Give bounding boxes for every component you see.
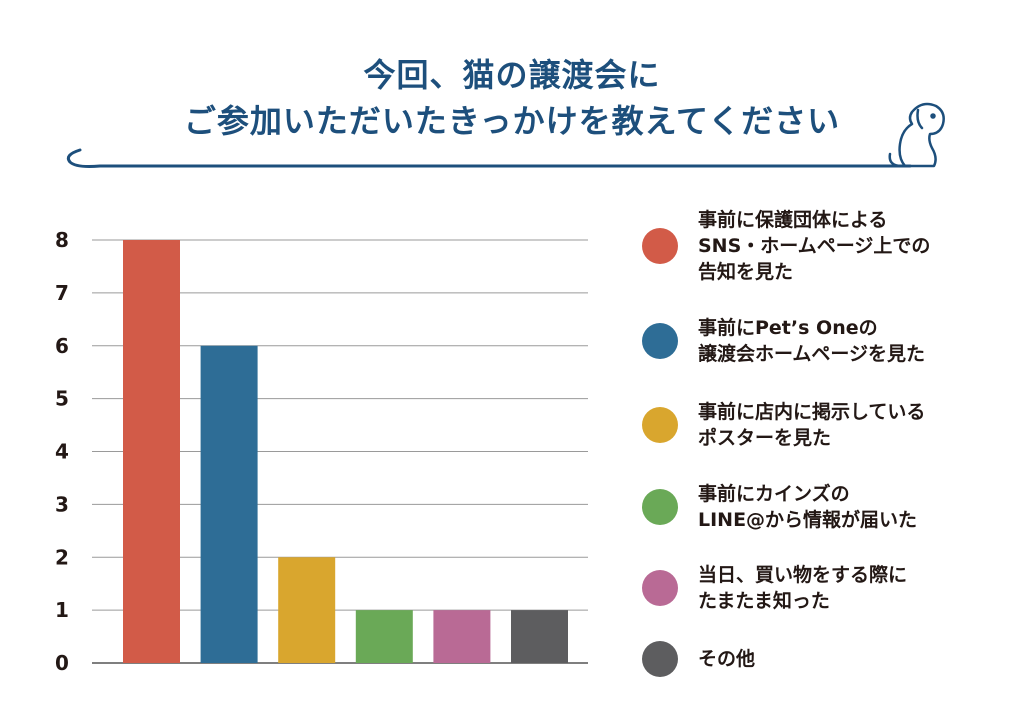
chart-title: 今回、猫の譲渡会に ご参加いただいたきっかけを教えてください <box>0 52 1024 144</box>
legend-swatch <box>642 407 678 443</box>
legend-label: 事前にPet’s Oneの 譲渡会ホームページを見た <box>698 317 926 365</box>
legend-label: 事前に店内に掲示している ポスターを見た <box>698 401 926 449</box>
legend-item: 当日、買い物をする際に たまたま知った <box>642 562 988 614</box>
y-tick-label: 0 <box>55 651 69 675</box>
bar-3 <box>278 557 336 663</box>
legend-label: 事前にカインズの LINE@から情報が届いた <box>698 483 918 531</box>
legend-swatch <box>642 323 678 359</box>
legend-swatch <box>642 228 678 264</box>
legend-item: 事前に店内に掲示している ポスターを見た <box>642 399 988 451</box>
y-tick-label: 5 <box>55 387 69 411</box>
y-tick-label: 8 <box>55 228 69 252</box>
dog-icon <box>888 102 945 168</box>
title-underline <box>66 148 912 168</box>
y-tick-label: 6 <box>55 334 69 358</box>
legend: 事前に保護団体による SNS・ホームページ上での 告知を見た事前にPet’s O… <box>642 0 1002 718</box>
y-axis-ticks: 0 1 2 3 4 5 6 7 8 <box>55 228 69 675</box>
legend-item: その他 <box>642 641 988 677</box>
bars <box>123 240 568 663</box>
bar-5 <box>433 610 491 663</box>
y-tick-label: 1 <box>55 598 69 622</box>
y-tick-label: 4 <box>55 440 69 464</box>
legend-label: 事前に保護団体による SNS・ホームページ上での 告知を見た <box>698 209 931 283</box>
legend-label: その他 <box>698 648 756 670</box>
title-line-1: 今回、猫の譲渡会に <box>363 56 661 94</box>
legend-swatch <box>642 570 678 606</box>
bar-1 <box>123 240 180 663</box>
y-tick-label: 2 <box>55 545 69 569</box>
y-tick-label: 7 <box>55 281 69 305</box>
bar-6 <box>511 610 568 663</box>
bar-2 <box>200 345 258 663</box>
legend-item: 事前にカインズの LINE@から情報が届いた <box>642 481 988 533</box>
legend-item: 事前に保護団体による SNS・ホームページ上での 告知を見た <box>642 207 988 285</box>
legend-swatch <box>642 489 678 525</box>
legend-label: 当日、買い物をする際に たまたま知った <box>698 564 908 612</box>
legend-swatch <box>642 641 678 677</box>
bar-4 <box>355 610 413 663</box>
title-line-2: ご参加いただいたきっかけを教えてください <box>183 102 841 140</box>
y-tick-label: 3 <box>55 492 69 516</box>
legend-item: 事前にPet’s Oneの 譲渡会ホームページを見た <box>642 315 988 367</box>
